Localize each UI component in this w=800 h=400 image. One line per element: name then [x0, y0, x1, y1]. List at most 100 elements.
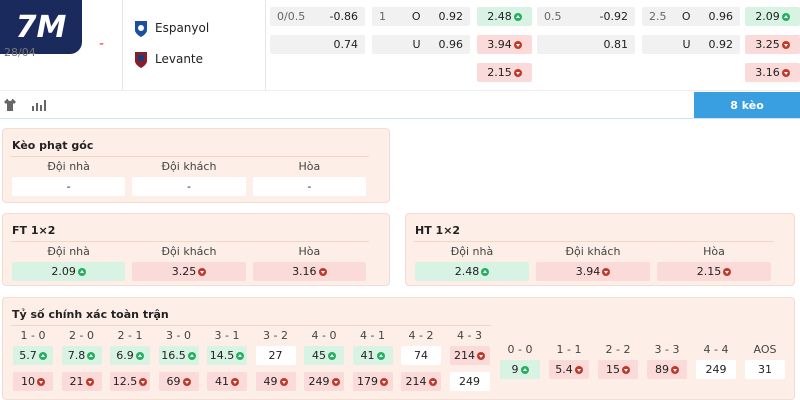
- trend-icon: [513, 68, 522, 77]
- score-label: 2 - 2: [605, 343, 631, 356]
- odds-value: 41: [215, 375, 229, 388]
- odds-cell[interactable]: 2.09: [745, 7, 800, 26]
- odds-cell[interactable]: 5.7: [13, 346, 53, 365]
- odds-value: 21: [69, 375, 84, 388]
- trend-icon: [139, 377, 148, 386]
- odds-cell[interactable]: -: [252, 177, 366, 196]
- odds-cell[interactable]: 2.5 O 0.96: [642, 7, 740, 26]
- odds-value: 69: [166, 375, 181, 388]
- odds-cell[interactable]: 49: [255, 372, 296, 391]
- score-label: 3 - 3: [654, 343, 680, 356]
- odds-cell[interactable]: 3.16: [252, 262, 366, 281]
- score-label: 4 - 0: [311, 329, 337, 342]
- trend-icon: [781, 12, 790, 21]
- logo[interactable]: 7M: [0, 0, 82, 54]
- odds-cell[interactable]: 3.16: [745, 63, 800, 82]
- odds-cell[interactable]: 179: [352, 372, 393, 391]
- odds-cell[interactable]: 89: [647, 360, 687, 379]
- odds-cell[interactable]: 45: [304, 346, 344, 365]
- odds-cell[interactable]: 41: [207, 372, 247, 391]
- odds-cell[interactable]: 15: [598, 360, 638, 379]
- odds-cell[interactable]: 3.25: [132, 262, 246, 281]
- odds-cell[interactable]: 1 O 0.92: [372, 7, 470, 26]
- odds-value: 0.74: [333, 38, 359, 51]
- odds-cell[interactable]: 2.09: [12, 262, 126, 281]
- odds-cell[interactable]: 249: [696, 360, 736, 379]
- shirt-icon[interactable]: [3, 98, 17, 112]
- trend-icon: [513, 12, 522, 21]
- odds-cell[interactable]: 41: [352, 346, 393, 365]
- score-label: 4 - 4: [703, 343, 729, 356]
- odds-value: 3.16: [755, 66, 780, 79]
- line: 2.5: [649, 10, 667, 23]
- odds-cell[interactable]: 2.48: [415, 262, 529, 281]
- odds-cell[interactable]: 5.4: [549, 360, 589, 379]
- odds-cell[interactable]: 2.15: [657, 262, 771, 281]
- odds-value: 3.94: [487, 38, 512, 51]
- odds-cell[interactable]: U 0.92: [642, 35, 740, 54]
- chart-icon[interactable]: [31, 98, 47, 112]
- score-label: 4 - 1: [360, 329, 385, 342]
- odds-value: 3.16: [292, 265, 317, 278]
- section: FT 1×2 Đội nhà 2.09 Đội khách 3.25 Hòa 3.16: [2, 213, 390, 286]
- odds-value: 5.4: [555, 363, 573, 376]
- tab[interactable]: 8 kèo: [694, 92, 800, 118]
- odds-cell[interactable]: 0.5 -0.92: [537, 7, 635, 26]
- odds-value: 2.48: [454, 265, 480, 278]
- odds-cell[interactable]: 7.8: [61, 346, 102, 365]
- trend-icon: [574, 365, 583, 374]
- line: 0.5: [544, 10, 562, 23]
- trend-icon: [135, 351, 144, 360]
- odds-value: 214: [454, 349, 475, 362]
- odds-cell[interactable]: 0.81: [537, 35, 635, 54]
- odds-value: 2.09: [755, 10, 780, 23]
- trend-icon: [622, 365, 630, 374]
- odds-cell[interactable]: 3.94: [477, 35, 532, 54]
- odds-cell[interactable]: 12.5: [110, 372, 150, 391]
- odds-cell[interactable]: 3.25: [745, 35, 800, 54]
- odds-cell[interactable]: 3.94: [536, 262, 650, 281]
- odds-value: 3.25: [171, 265, 197, 278]
- odds-cell[interactable]: 2.48: [477, 7, 532, 26]
- odds-cell[interactable]: 2.15: [477, 63, 532, 82]
- score-label: 4 - 3: [457, 329, 482, 342]
- home-team[interactable]: Espanyol: [155, 21, 210, 35]
- odds-cell[interactable]: 14.5: [207, 346, 247, 365]
- trend-icon: [428, 377, 437, 386]
- odds-cell[interactable]: 214: [449, 346, 490, 365]
- odds-cell[interactable]: -: [132, 177, 246, 196]
- odds-cell[interactable]: 74: [401, 346, 441, 365]
- trend-icon: [331, 377, 340, 386]
- odds-value: 249: [459, 375, 480, 388]
- trend-icon: [231, 377, 239, 386]
- odds-value: -: [307, 180, 312, 193]
- odds-cell[interactable]: 9: [500, 360, 540, 379]
- away-team[interactable]: Levante: [155, 52, 204, 66]
- trend-icon: [723, 267, 732, 276]
- trend-icon: [781, 40, 790, 49]
- section: Tỷ số chính xác toàn trận 1 - 0 5.7 10 2 - 0…: [2, 297, 795, 400]
- odds-cell[interactable]: 21: [61, 372, 102, 391]
- odds-cell[interactable]: 249: [449, 372, 490, 391]
- odds-value: 249: [308, 375, 330, 388]
- line: 0/0.5: [277, 10, 306, 23]
- odds-cell[interactable]: 214: [401, 372, 441, 391]
- odds-value: 7.8: [67, 349, 86, 362]
- odds-cell[interactable]: U 0.96: [372, 35, 470, 54]
- odds-cell[interactable]: 31: [745, 360, 785, 379]
- odds-value: 12.5: [112, 375, 138, 388]
- odds-cell[interactable]: 27: [255, 346, 296, 365]
- trend-icon: [318, 267, 327, 276]
- odds-cell[interactable]: 249: [304, 372, 344, 391]
- odds-cell[interactable]: 10: [13, 372, 53, 391]
- odds-cell[interactable]: 16.5: [158, 346, 199, 365]
- trend-icon: [513, 40, 522, 49]
- odds-cell[interactable]: 0.74: [270, 35, 365, 54]
- odds-cell[interactable]: 69: [158, 372, 199, 391]
- odds-cell[interactable]: 6.9: [110, 346, 150, 365]
- odds-cell[interactable]: 0/0.5 -0.86: [270, 7, 365, 26]
- trend-icon: [781, 68, 790, 77]
- odds-cell[interactable]: -: [12, 177, 126, 196]
- trend-icon: [279, 377, 288, 386]
- divider: [122, 0, 123, 90]
